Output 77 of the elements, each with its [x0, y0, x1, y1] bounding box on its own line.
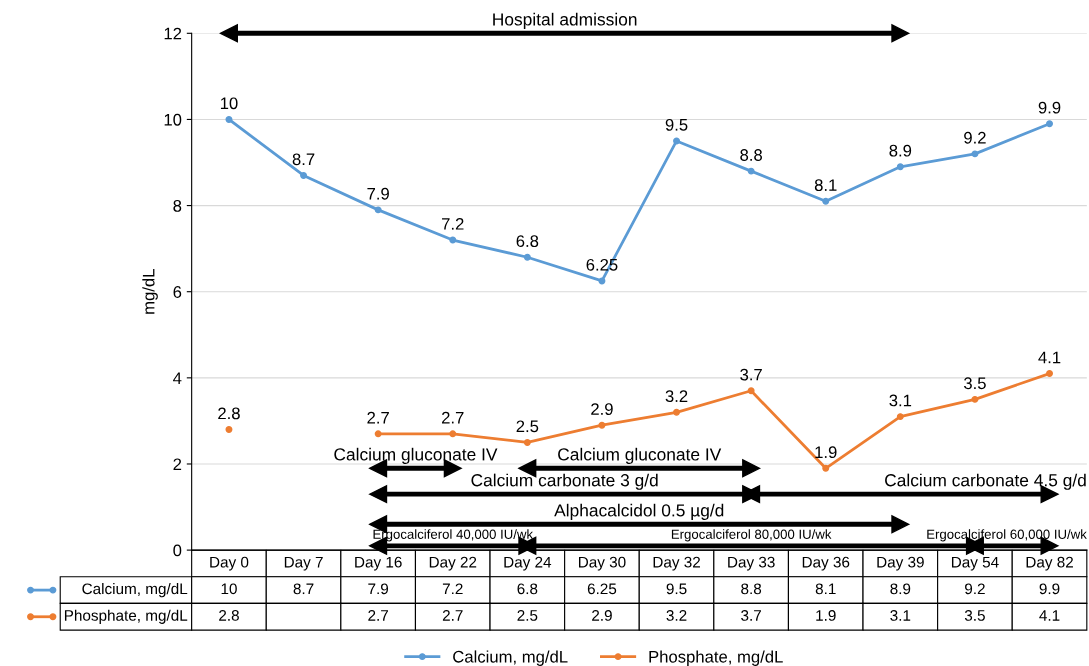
legend-label: Phosphate, mg/dL: [64, 609, 188, 624]
data-label: 8.7: [293, 583, 314, 595]
y-axis-title: mg/dL: [142, 269, 158, 314]
x-tick-label: Day 7: [284, 556, 323, 571]
data-label: 10: [221, 583, 237, 595]
data-label: 7.2: [442, 583, 463, 595]
data-label: 9.5: [666, 583, 687, 595]
data-label: 7.9: [368, 583, 389, 595]
data-label: 8.1: [815, 583, 836, 595]
data-label: 2.5: [517, 610, 538, 621]
series-label: Calcium gluconate IV: [558, 447, 722, 464]
series-label: Ergocalciferol 60,000 IU/wk: [927, 529, 1087, 542]
text: 6.8: [516, 235, 539, 248]
data-label: 4.1: [1039, 610, 1060, 621]
y-tick-label: 12: [164, 27, 182, 40]
x-tick-label: Day 33: [728, 556, 775, 571]
data-label: 6.8: [517, 583, 538, 595]
data-label: 3.7: [741, 610, 761, 621]
y-tick-label: 6: [173, 286, 182, 298]
x-tick-label: Day 16: [355, 556, 402, 571]
text: 3.2: [665, 390, 688, 403]
data-label: 2.7: [442, 610, 463, 621]
y-tick-label: 0: [173, 544, 182, 557]
y-tick-label: 10: [164, 113, 182, 126]
legend-label: Calcium, mg/dL: [82, 582, 188, 598]
y-tick-label: 8: [173, 199, 182, 212]
text: 2.9: [591, 403, 613, 415]
text: 8.9: [889, 144, 912, 157]
data-label: 9.9: [1039, 583, 1060, 595]
y-tick-label: 4: [173, 372, 182, 384]
data-label: 3.5: [964, 610, 985, 621]
data-label: 3.2: [666, 610, 687, 621]
data-label: 3.1: [890, 610, 911, 621]
x-tick-label: Day 22: [429, 556, 477, 571]
y-tick-label: 2: [173, 458, 182, 471]
series-label: Calcium carbonate 3 g/d: [471, 473, 658, 490]
text: 9.5: [665, 118, 688, 131]
text: 8.1: [814, 179, 837, 192]
text: 4.1: [1038, 351, 1061, 364]
text: 9.2: [964, 131, 986, 144]
x-tick-label: Day 39: [877, 556, 924, 571]
x-tick-label: Day 82: [1026, 556, 1073, 571]
series-label: Alphacalcidol 0.5 µg/d: [554, 503, 724, 520]
text: 9.9: [1038, 101, 1061, 114]
x-tick-label: Day 32: [653, 556, 700, 571]
text: 10: [220, 97, 238, 110]
text: 3.1: [889, 394, 912, 407]
text: 7.2: [442, 217, 464, 230]
data-label: 9.2: [965, 583, 985, 595]
text: 2.8: [218, 407, 240, 420]
text: 2.5: [516, 420, 539, 433]
x-tick-label: Day 30: [579, 556, 626, 571]
data-label: 1.9: [816, 610, 836, 621]
x-tick-label: Day 54: [951, 556, 999, 571]
series-label: Hospital admission: [493, 12, 637, 29]
x-tick-label: Day 24: [504, 556, 552, 571]
text: 8.8: [740, 149, 762, 161]
data-label: 6.25: [587, 583, 617, 595]
text: 3.7: [740, 368, 762, 381]
data-label: 8.8: [741, 583, 762, 595]
data-label: 8.9: [890, 583, 911, 595]
series-label: Calcium gluconate IV: [334, 447, 498, 464]
text: 3.5: [963, 377, 986, 390]
data-label: 2.7: [368, 610, 389, 621]
series-label: Calcium carbonate 4.5 g/d: [885, 473, 1086, 490]
text: 2.7: [367, 411, 389, 424]
data-label: 2.8: [219, 610, 239, 621]
data-label: 2.9: [592, 610, 612, 621]
text: 1.9: [815, 446, 837, 459]
series-label: Ergocalciferol 80,000 IU/wk: [671, 529, 832, 542]
text: 2.7: [442, 411, 464, 424]
text: Calcium, mg/dL: [453, 650, 568, 666]
text: 8.7: [292, 153, 315, 166]
text: Phosphate, mg/dL: [649, 650, 783, 666]
x-tick-label: Day 36: [802, 556, 850, 571]
x-tick-label: Day 0: [210, 556, 249, 571]
text: 7.9: [367, 187, 389, 200]
